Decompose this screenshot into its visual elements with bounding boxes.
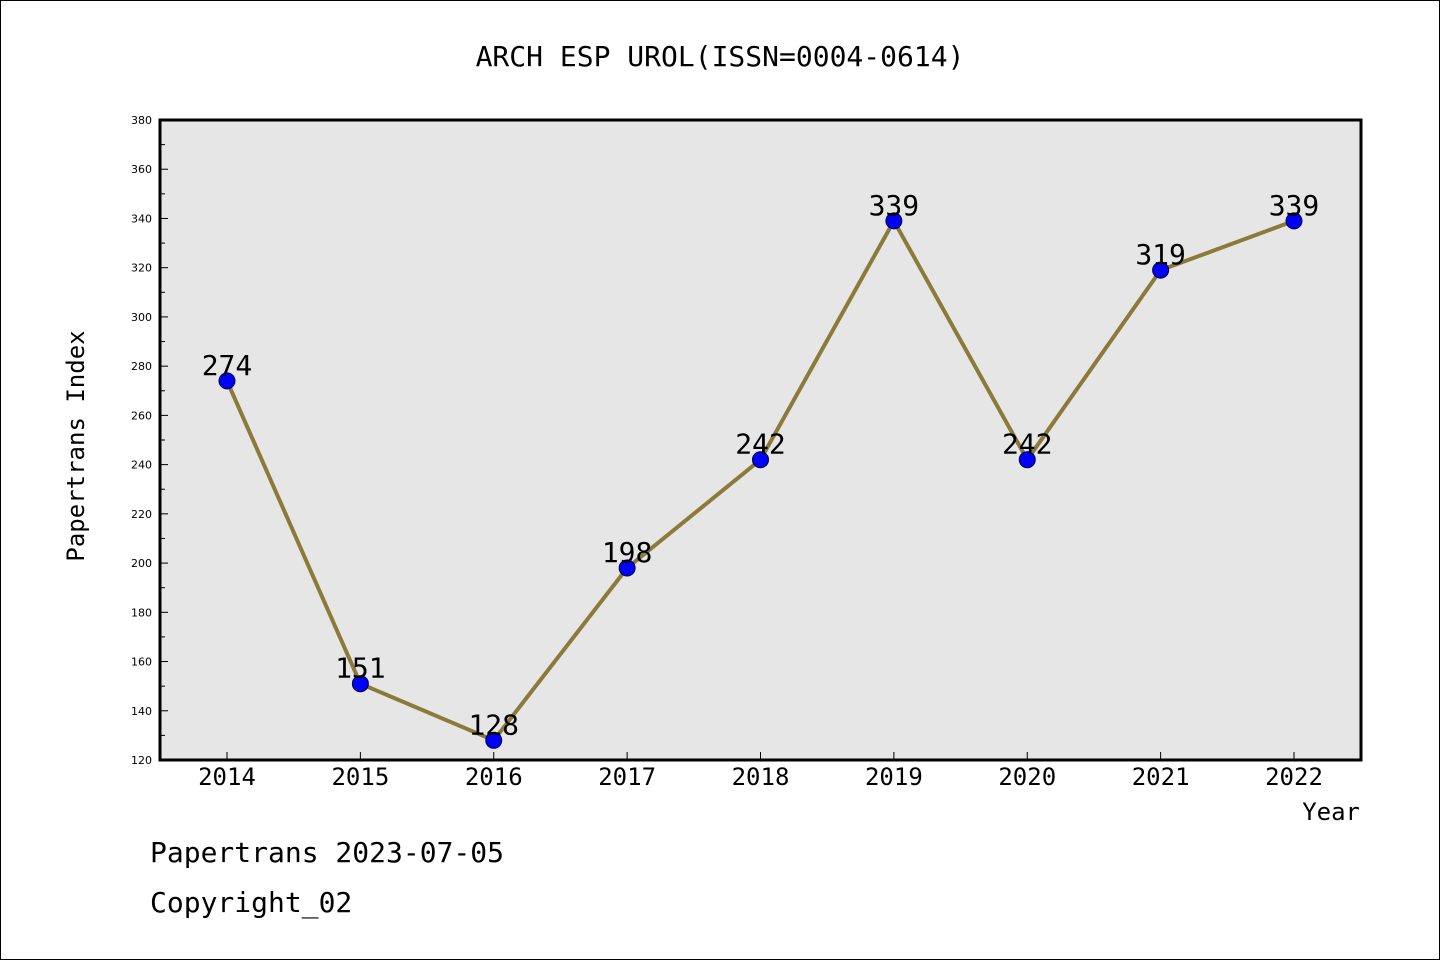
x-tick-label: 2021 [1132,763,1190,791]
x-axis: 2014 2015 2016 2017 2018 2019 2020 2021 2022 [198,752,1323,791]
x-tick-label: 2018 [732,763,790,791]
x-tick-label: 2016 [465,763,523,791]
y-tick-label: 260 [131,409,152,422]
data-label: 339 [1269,189,1320,222]
plot-area [158,118,1363,762]
y-tick-label: 180 [131,606,152,619]
y-tick-label: 220 [131,508,152,521]
y-tick-label: 340 [131,212,152,225]
y-tick-label: 280 [131,360,152,373]
footer-date: Papertrans 2023-07-05 [150,836,505,869]
x-tick-label: 2017 [598,763,656,791]
y-axis-label: Papertrans Index [62,330,90,561]
data-point [1018,451,1036,469]
y-tick-label: 120 [131,754,152,767]
chart-title: ARCH ESP UROL(ISSN=0004-0614) [476,40,965,73]
series: 274 151 128 198 242 339 242 319 339 [202,189,1320,749]
data-label: 274 [202,349,253,382]
data-point [1285,212,1303,230]
data-label: 242 [735,428,786,461]
data-point [485,731,503,749]
y-tick-label: 380 [131,114,152,127]
x-tick-label: 2019 [865,763,923,791]
data-point [1152,261,1170,279]
x-tick-label: 2015 [331,763,389,791]
x-tick-label: 2014 [198,763,256,791]
data-label: 242 [1002,428,1053,461]
data-point [218,372,236,390]
data-label: 198 [602,536,653,569]
x-tick-label: 2020 [998,763,1056,791]
footer-copyright: Copyright_02 [150,886,353,919]
y-tick-label: 300 [131,311,152,324]
y-tick-label: 140 [131,705,152,718]
data-label: 339 [869,189,920,222]
x-tick-label: 2022 [1265,763,1323,791]
y-tick-label: 240 [131,459,152,472]
y-axis: 120 140 160 180 200 220 240 260 280 300 320 340 360 3… [131,114,168,767]
y-tick-label: 320 [131,262,152,275]
y-tick-label: 200 [131,557,152,570]
x-axis-label: Year [1302,798,1360,826]
y-tick-label: 360 [131,163,152,176]
data-point [885,212,903,230]
data-point [618,559,636,577]
data-label: 319 [1135,238,1186,271]
data-point [752,451,769,469]
y-tick-label: 160 [131,656,152,669]
data-label: 151 [335,652,386,685]
data-label: 128 [468,708,519,741]
data-point [351,675,369,693]
